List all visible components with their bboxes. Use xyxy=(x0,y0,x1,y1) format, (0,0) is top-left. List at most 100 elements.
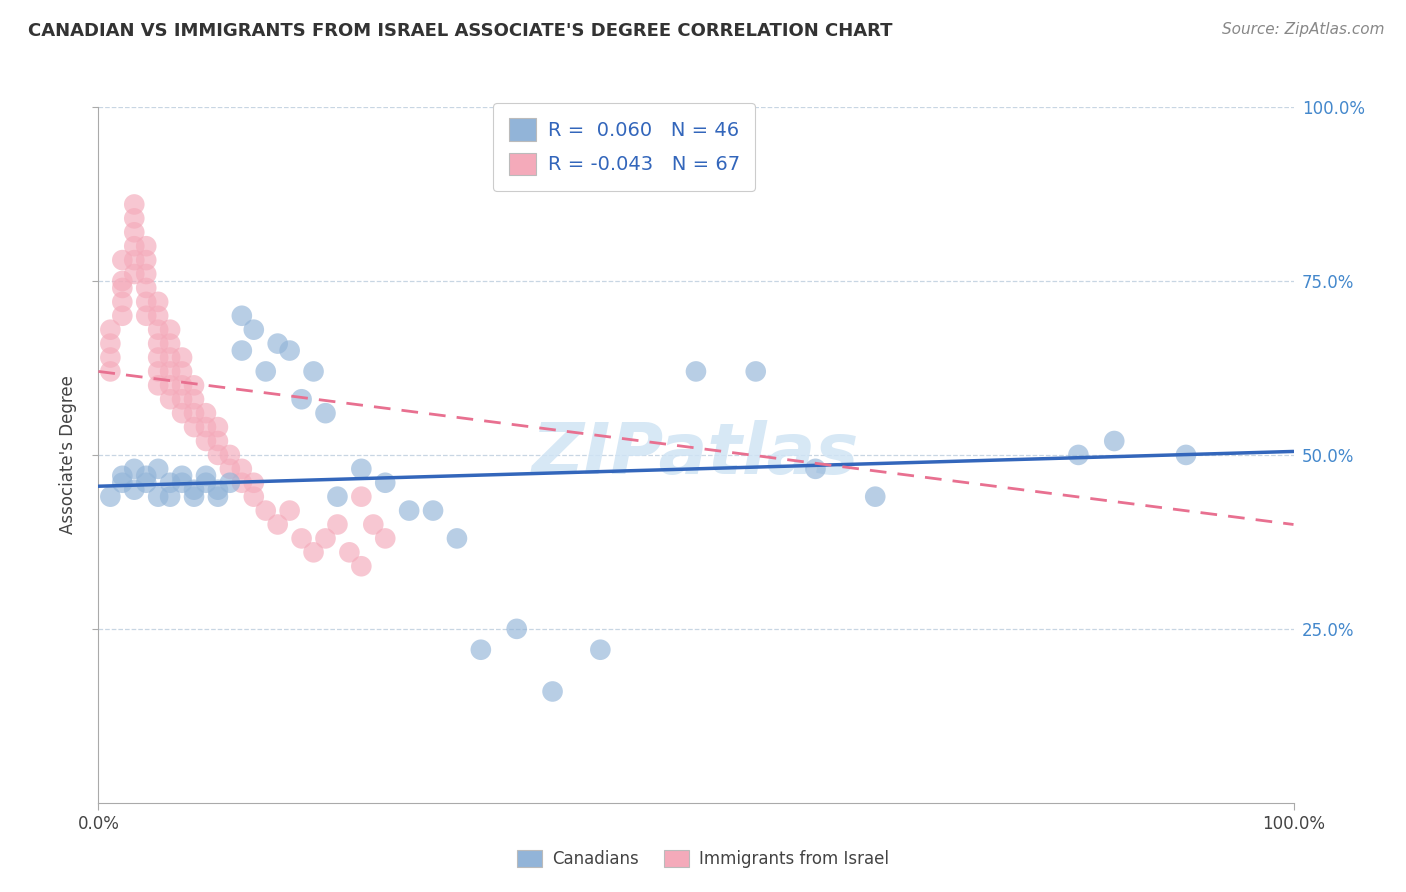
Point xyxy=(172,475,194,490)
Point xyxy=(254,503,277,517)
Point xyxy=(194,468,218,483)
Point xyxy=(159,490,181,504)
Point xyxy=(194,420,218,434)
Point xyxy=(124,253,146,268)
Point xyxy=(98,490,122,504)
Point xyxy=(124,462,146,476)
Point xyxy=(231,343,253,358)
Point xyxy=(135,468,157,483)
Point xyxy=(111,294,134,309)
Point xyxy=(267,336,290,351)
Point xyxy=(231,309,253,323)
Point xyxy=(111,309,134,323)
Point xyxy=(302,545,325,559)
Point xyxy=(148,364,170,378)
Point xyxy=(1067,448,1090,462)
Point xyxy=(159,364,181,378)
Point xyxy=(374,475,396,490)
Point xyxy=(194,475,218,490)
Point xyxy=(267,517,290,532)
Point xyxy=(254,364,277,378)
Point xyxy=(124,483,146,497)
Point xyxy=(172,392,194,407)
Point xyxy=(194,434,218,448)
Point xyxy=(446,532,468,546)
Point xyxy=(159,323,181,337)
Point xyxy=(172,351,194,365)
Point xyxy=(350,462,373,476)
Point xyxy=(148,378,170,392)
Point xyxy=(339,545,360,559)
Point xyxy=(135,281,157,295)
Point xyxy=(470,642,492,657)
Point xyxy=(398,503,420,517)
Point xyxy=(350,559,373,574)
Point xyxy=(111,468,134,483)
Y-axis label: Associate's Degree: Associate's Degree xyxy=(59,376,77,534)
Point xyxy=(135,294,157,309)
Point xyxy=(231,462,253,476)
Point xyxy=(243,490,266,504)
Point xyxy=(98,336,122,351)
Point xyxy=(111,475,134,490)
Point xyxy=(219,475,242,490)
Point xyxy=(124,211,146,226)
Point xyxy=(207,434,229,448)
Point xyxy=(804,462,827,476)
Point xyxy=(148,351,170,365)
Point xyxy=(506,622,529,636)
Text: ZIPatlas: ZIPatlas xyxy=(533,420,859,490)
Legend: Canadians, Immigrants from Israel: Canadians, Immigrants from Israel xyxy=(510,843,896,875)
Point xyxy=(315,406,337,420)
Point xyxy=(148,336,170,351)
Point xyxy=(148,462,170,476)
Point xyxy=(98,323,122,337)
Point xyxy=(111,281,134,295)
Text: CANADIAN VS IMMIGRANTS FROM ISRAEL ASSOCIATE'S DEGREE CORRELATION CHART: CANADIAN VS IMMIGRANTS FROM ISRAEL ASSOC… xyxy=(28,22,893,40)
Point xyxy=(135,475,157,490)
Point xyxy=(541,684,564,698)
Point xyxy=(183,490,205,504)
Point xyxy=(183,378,205,392)
Point xyxy=(243,323,266,337)
Point xyxy=(172,406,194,420)
Point xyxy=(422,503,444,517)
Point xyxy=(148,323,170,337)
Point xyxy=(1175,448,1198,462)
Point xyxy=(291,532,314,546)
Point xyxy=(278,343,301,358)
Point xyxy=(183,406,205,420)
Point xyxy=(124,239,146,253)
Point xyxy=(124,197,146,211)
Point xyxy=(98,364,122,378)
Point xyxy=(350,490,373,504)
Point xyxy=(685,364,707,378)
Point xyxy=(183,483,205,497)
Point xyxy=(111,274,134,288)
Point xyxy=(183,420,205,434)
Point xyxy=(124,267,146,281)
Point xyxy=(98,351,122,365)
Point xyxy=(207,448,229,462)
Point xyxy=(207,483,229,497)
Point xyxy=(159,378,181,392)
Point xyxy=(159,336,181,351)
Point xyxy=(159,475,181,490)
Point xyxy=(135,267,157,281)
Point xyxy=(172,468,194,483)
Point xyxy=(1102,434,1125,448)
Point xyxy=(363,517,385,532)
Point xyxy=(124,225,146,239)
Point xyxy=(315,532,337,546)
Point xyxy=(183,392,205,407)
Point xyxy=(243,475,266,490)
Point xyxy=(302,364,325,378)
Point xyxy=(326,517,349,532)
Point xyxy=(172,378,194,392)
Point xyxy=(219,462,242,476)
Legend: R =  0.060   N = 46, R = -0.043   N = 67: R = 0.060 N = 46, R = -0.043 N = 67 xyxy=(494,103,755,191)
Point xyxy=(148,490,170,504)
Point xyxy=(291,392,314,407)
Point xyxy=(135,253,157,268)
Point xyxy=(135,309,157,323)
